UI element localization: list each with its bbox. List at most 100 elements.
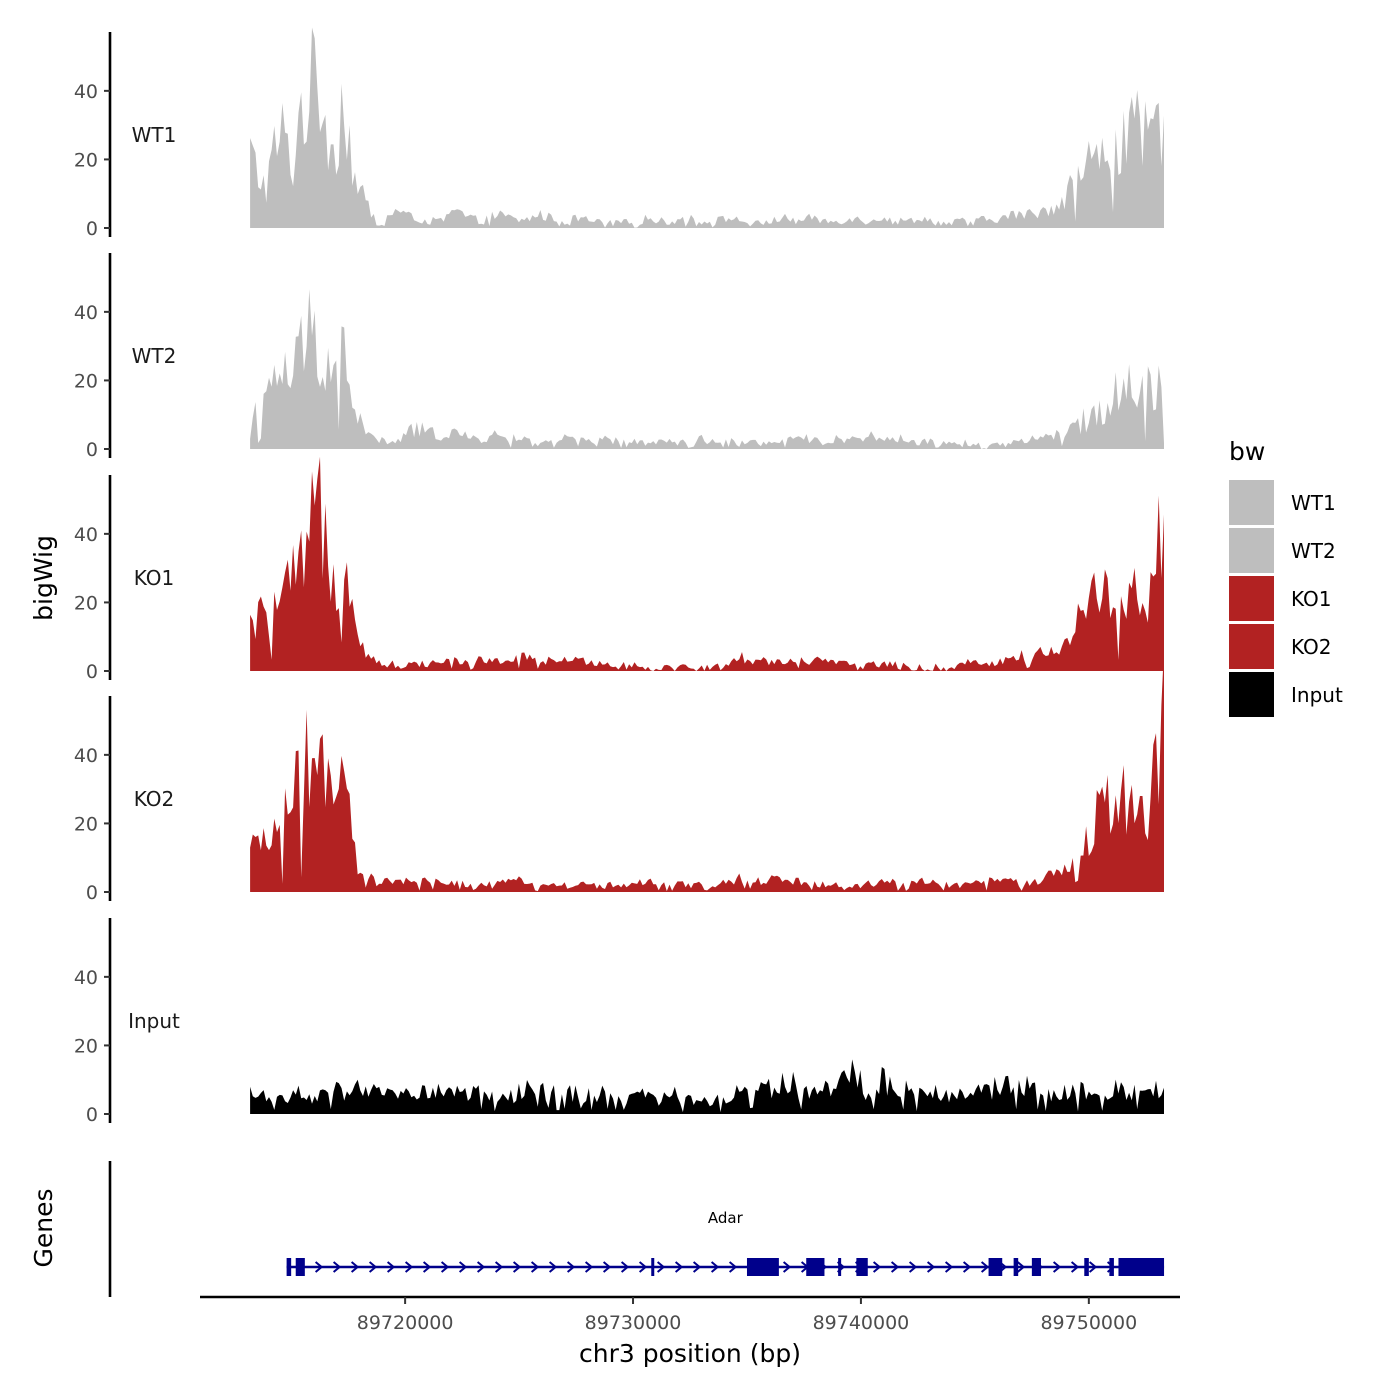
y-tick-label: 40 — [74, 524, 98, 546]
legend-label: WT1 — [1291, 491, 1336, 515]
strand-arrow — [440, 1261, 450, 1273]
track-label: KO1 — [134, 566, 175, 590]
strand-arrow — [476, 1261, 486, 1273]
legend-item-wt2: WT2 — [1229, 528, 1336, 573]
y-tick-label: 0 — [86, 1104, 98, 1126]
track-label: KO2 — [134, 787, 175, 811]
strand-arrow — [1070, 1261, 1080, 1273]
strand-arrow — [314, 1261, 324, 1273]
legend-swatch — [1229, 528, 1274, 573]
y-tick-label: 40 — [74, 81, 98, 103]
strand-arrow — [332, 1261, 342, 1273]
legend-item-ko1: KO1 — [1229, 576, 1332, 621]
gene-label: Adar — [708, 1209, 744, 1227]
track-label: WT2 — [132, 344, 177, 368]
y-tick-label: 0 — [86, 661, 98, 683]
strand-arrow — [494, 1261, 504, 1273]
track-label: Input — [128, 1009, 180, 1033]
strand-arrow — [548, 1261, 558, 1273]
tracks-layer: 0 20 40 WT1 0 20 40 WT2 0 20 40 KO1 0 20 40 KO2 0 20 40 Inp… — [74, 27, 1165, 1126]
gene-adar: Adar — [286, 1209, 1165, 1276]
genes-layer: Adar — [108, 1161, 1165, 1297]
exon — [651, 1258, 655, 1276]
track-label: WT1 — [132, 123, 177, 147]
track-ko1: 0 20 40 KO1 — [74, 456, 1165, 683]
strand-arrow — [926, 1261, 936, 1273]
legend: bw WT1 WT2 KO1 KO2 Input — [1229, 437, 1343, 717]
strand-arrow — [980, 1261, 990, 1273]
legend-label: KO1 — [1291, 587, 1332, 611]
strand-arrow — [656, 1261, 666, 1273]
y-tick-label: 0 — [86, 882, 98, 904]
y-tick-label: 0 — [86, 439, 98, 461]
track-ko2: 0 20 40 KO2 — [74, 647, 1165, 904]
signal-area-wt2 — [250, 289, 1165, 449]
strand-arrow — [368, 1261, 378, 1273]
exon — [988, 1258, 1003, 1276]
legend-swatch — [1229, 672, 1274, 717]
legend-swatch — [1229, 576, 1274, 621]
exon — [295, 1258, 305, 1276]
x-tick-label: 89740000 — [813, 1312, 910, 1334]
strand-arrow — [1088, 1261, 1098, 1273]
y-tick-label: 0 — [86, 218, 98, 240]
track-wt2: 0 20 40 WT2 — [74, 253, 1165, 461]
y-tick-label: 20 — [74, 370, 98, 392]
legend-label: Input — [1291, 683, 1343, 707]
legend-item-ko2: KO2 — [1229, 624, 1332, 669]
strand-arrow — [872, 1261, 882, 1273]
signal-area-wt1 — [250, 27, 1165, 228]
exon — [1118, 1258, 1165, 1276]
strand-arrow — [674, 1261, 684, 1273]
strand-arrow — [962, 1261, 972, 1273]
strand-arrow — [638, 1261, 648, 1273]
strand-arrow — [620, 1261, 630, 1273]
y-tick-label: 40 — [74, 302, 98, 324]
strand-arrow — [728, 1261, 738, 1273]
signal-area-input — [250, 1059, 1165, 1114]
exon — [286, 1258, 292, 1276]
signal-area-ko2 — [250, 647, 1165, 892]
strand-arrow — [512, 1261, 522, 1273]
strand-arrow — [692, 1261, 702, 1273]
exon — [1109, 1258, 1114, 1276]
y-tick-label: 20 — [74, 592, 98, 614]
strand-arrow — [710, 1261, 720, 1273]
exon — [856, 1258, 868, 1276]
y-tick-label: 40 — [74, 967, 98, 989]
legend-label: WT2 — [1291, 539, 1336, 563]
strand-arrow — [1052, 1261, 1062, 1273]
strand-arrow — [584, 1261, 594, 1273]
strand-arrow — [404, 1261, 414, 1273]
strand-arrow — [458, 1261, 468, 1273]
y-tick-label: 40 — [74, 745, 98, 767]
legend-item-wt1: WT1 — [1229, 480, 1336, 525]
strand-arrow — [530, 1261, 540, 1273]
x-axis-title: chr3 position (bp) — [579, 1339, 801, 1368]
exon — [1031, 1258, 1041, 1276]
exon — [1084, 1258, 1089, 1276]
x-tick-label: 89720000 — [357, 1312, 454, 1334]
exon — [746, 1258, 779, 1276]
genes-axis-title: Genes — [29, 1188, 58, 1267]
exon — [838, 1258, 842, 1276]
strand-arrow — [386, 1261, 396, 1273]
x-tick-label: 89730000 — [585, 1312, 682, 1334]
track-input: 0 20 40 Input — [74, 918, 1165, 1126]
x-axis: 89720000 89730000 89740000 89750000 — [200, 1295, 1180, 1334]
legend-title: bw — [1229, 437, 1265, 466]
strand-arrow — [782, 1261, 792, 1273]
exon — [806, 1258, 825, 1276]
strand-arrow — [350, 1261, 360, 1273]
signal-area-ko1 — [250, 456, 1165, 671]
legend-items: WT1 WT2 KO1 KO2 Input — [1229, 480, 1343, 717]
strand-arrow — [944, 1261, 954, 1273]
strand-arrow — [566, 1261, 576, 1273]
legend-item-input: Input — [1229, 672, 1343, 717]
y-tick-label: 20 — [74, 149, 98, 171]
legend-swatch — [1229, 480, 1274, 525]
strand-arrow — [890, 1261, 900, 1273]
strand-arrow — [1016, 1261, 1026, 1273]
exon — [1013, 1258, 1019, 1276]
